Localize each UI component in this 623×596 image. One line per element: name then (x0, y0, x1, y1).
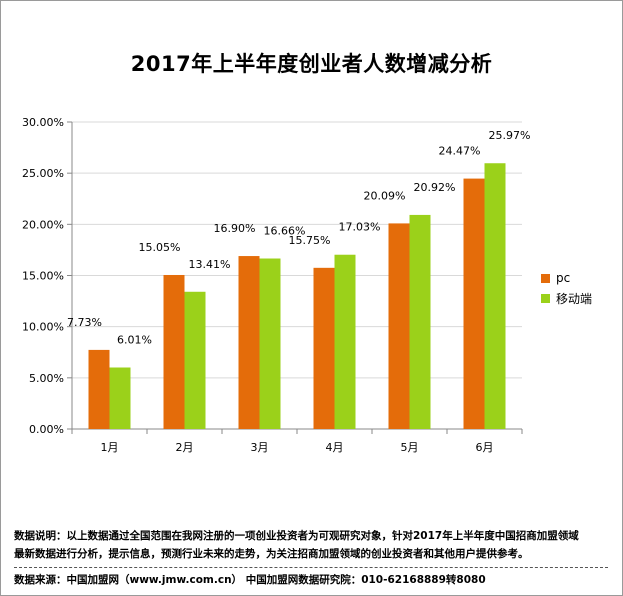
x-tick-label: 4月 (326, 441, 344, 454)
data-note-line-1: 数据说明：以上数据通过全国范围在我网注册的一项创业投资者为可观研究对象，针对20… (14, 530, 579, 542)
y-tick-label: 15.00% (22, 270, 64, 283)
legend-item-mobile: 移动端 (541, 288, 592, 308)
data-label-pc: 15.75% (289, 234, 331, 247)
y-tick-label: 5.00% (29, 372, 64, 385)
y-tick-label: 0.00% (29, 423, 64, 436)
data-source: 数据来源：中国加盟网（www.jmw.com.cn） 中国加盟网数据研究院：01… (14, 574, 486, 586)
x-tick-label: 1月 (101, 441, 119, 454)
y-tick-label: 30.00% (22, 116, 64, 129)
bar-pc (163, 274, 185, 429)
x-tick-label: 5月 (401, 441, 419, 454)
x-tick-label: 6月 (476, 441, 494, 454)
bar-mobile (184, 291, 206, 429)
bar-pc (463, 178, 485, 429)
data-note-line-2: 最新数据进行分析，提示信息，预测行业未来的走势，为关注招商加盟领域的创业投资者和… (14, 548, 529, 560)
data-label-mobile: 17.03% (339, 221, 381, 234)
y-tick-label: 20.00% (22, 218, 64, 231)
x-tick-label: 3月 (251, 441, 269, 454)
data-label-pc: 7.73% (67, 316, 102, 329)
legend-swatch-pc (541, 273, 550, 283)
bar-mobile (409, 214, 431, 429)
y-tick-label: 25.00% (22, 167, 64, 180)
dashed-divider (14, 567, 608, 568)
legend-swatch-mobile (541, 293, 550, 303)
bar-pc (238, 256, 260, 429)
data-label-pc: 20.09% (364, 189, 406, 202)
bar-pc (313, 267, 335, 429)
data-label-pc: 15.05% (139, 241, 181, 254)
data-label-mobile: 13.41% (189, 258, 231, 271)
data-label-pc: 16.90% (214, 222, 256, 235)
data-label-mobile: 16.66% (264, 225, 306, 238)
data-label-mobile: 6.01% (117, 333, 152, 346)
legend: pc 移动端 (541, 268, 592, 308)
bar-mobile (259, 258, 281, 429)
legend-item-pc: pc (541, 268, 592, 288)
y-tick-label: 10.00% (22, 321, 64, 334)
bar-mobile (484, 163, 506, 429)
legend-label-mobile: 移动端 (556, 291, 593, 306)
bar-mobile (109, 367, 131, 429)
bar-mobile (334, 254, 356, 429)
data-label-mobile: 25.97% (489, 129, 531, 142)
data-label-pc: 24.47% (439, 145, 481, 158)
bar-pc (388, 223, 410, 429)
data-label-mobile: 20.92% (414, 181, 456, 194)
chart-title: 2017年上半年度创业者人数增减分析 (130, 52, 493, 76)
x-tick-label: 2月 (176, 441, 194, 454)
legend-label-pc: pc (556, 271, 571, 285)
bar-pc (88, 349, 110, 429)
